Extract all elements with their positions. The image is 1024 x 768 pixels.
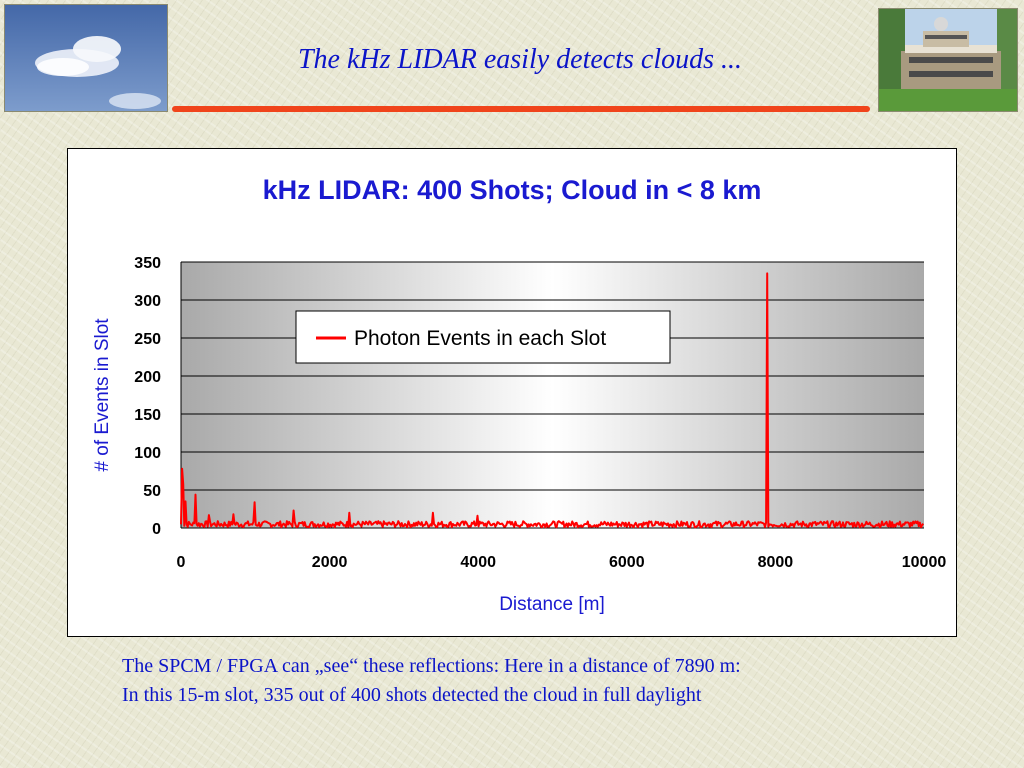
- x-tick-label: 6000: [609, 554, 645, 571]
- caption-line-2: In this 15-m slot, 335 out of 400 shots …: [122, 684, 702, 706]
- chart-title: kHz LIDAR: 400 Shots; Cloud in < 8 km: [263, 175, 762, 205]
- sky-cloud-photo: [4, 4, 168, 112]
- x-tick-label: 10000: [902, 554, 947, 571]
- building-image: [879, 9, 1017, 111]
- y-tick-label: 100: [134, 445, 161, 462]
- y-tick-label: 300: [134, 293, 161, 310]
- y-tick-label: 150: [134, 407, 161, 424]
- x-axis-label: Distance [m]: [499, 594, 605, 615]
- chart-panel: kHz LIDAR: 400 Shots; Cloud in < 8 km 0 5…: [67, 148, 957, 637]
- x-tick-label: 0: [177, 554, 186, 571]
- caption-line-1: The SPCM / FPGA can „see“ these reflecti…: [122, 655, 741, 677]
- x-tick-label: 4000: [460, 554, 496, 571]
- x-tick-label: 8000: [758, 554, 794, 571]
- title-underline: [172, 106, 870, 112]
- lidar-chart: kHz LIDAR: 400 Shots; Cloud in < 8 km 0 5…: [92, 175, 947, 615]
- y-tick-labels: 0 50 100 150 200 250 300 350: [134, 255, 161, 538]
- y-tick-label: 50: [143, 483, 161, 500]
- legend: Photon Events in each Slot: [295, 310, 671, 364]
- legend-box: [295, 310, 671, 364]
- legend-entry-label: Photon Events in each Slot: [354, 327, 606, 350]
- plot-area: [181, 262, 924, 528]
- observatory-building-photo: [878, 8, 1018, 112]
- y-tick-label: 0: [152, 521, 161, 538]
- x-tick-labels: 0 2000 4000 6000 8000 10000: [177, 554, 947, 571]
- caption: The SPCM / FPGA can „see“ these reflecti…: [122, 652, 982, 710]
- slide-title: The kHz LIDAR easily detects clouds ...: [297, 44, 743, 75]
- sky-cloud-image: [5, 5, 167, 111]
- y-tick-label: 200: [134, 369, 161, 386]
- series-photon-events-line: [180, 272, 925, 529]
- y-tick-label: 250: [134, 331, 161, 348]
- x-tick-label: 2000: [312, 554, 348, 571]
- y-tick-label: 350: [134, 255, 161, 272]
- y-axis-label: # of Events in Slot: [92, 318, 113, 472]
